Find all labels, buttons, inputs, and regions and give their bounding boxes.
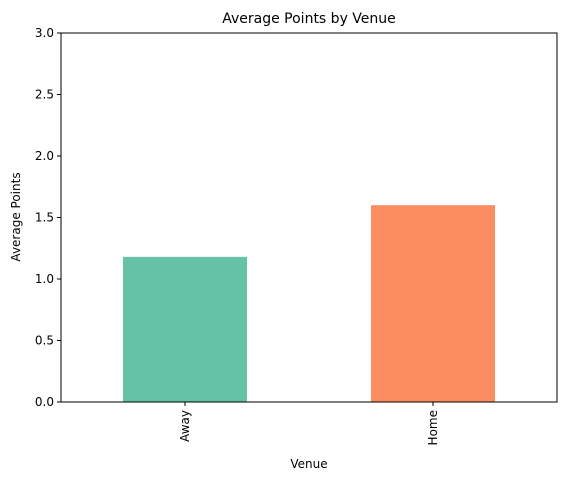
x-axis: Away Home	[178, 402, 440, 445]
bars-layer	[123, 205, 495, 402]
x-tick-label-home: Home	[426, 410, 440, 445]
y-tick-label: 0.0	[35, 395, 54, 409]
x-axis-title: Venue	[290, 457, 327, 471]
y-tick-label: 0.5	[35, 334, 54, 348]
bar-home	[371, 205, 495, 402]
y-tick-label: 1.0	[35, 272, 54, 286]
y-tick-label: 2.5	[35, 88, 54, 102]
y-tick-label: 3.0	[35, 26, 54, 40]
y-tick-label: 2.0	[35, 149, 54, 163]
y-axis: 0.0 0.5 1.0 1.5 2.0 2.5 3.0	[35, 26, 61, 409]
chart-title: Average Points by Venue	[222, 11, 396, 27]
y-axis-title: Average Points	[9, 172, 23, 261]
y-tick-label: 1.5	[35, 211, 54, 225]
bar-away	[123, 256, 247, 402]
x-tick-label-away: Away	[178, 410, 192, 442]
